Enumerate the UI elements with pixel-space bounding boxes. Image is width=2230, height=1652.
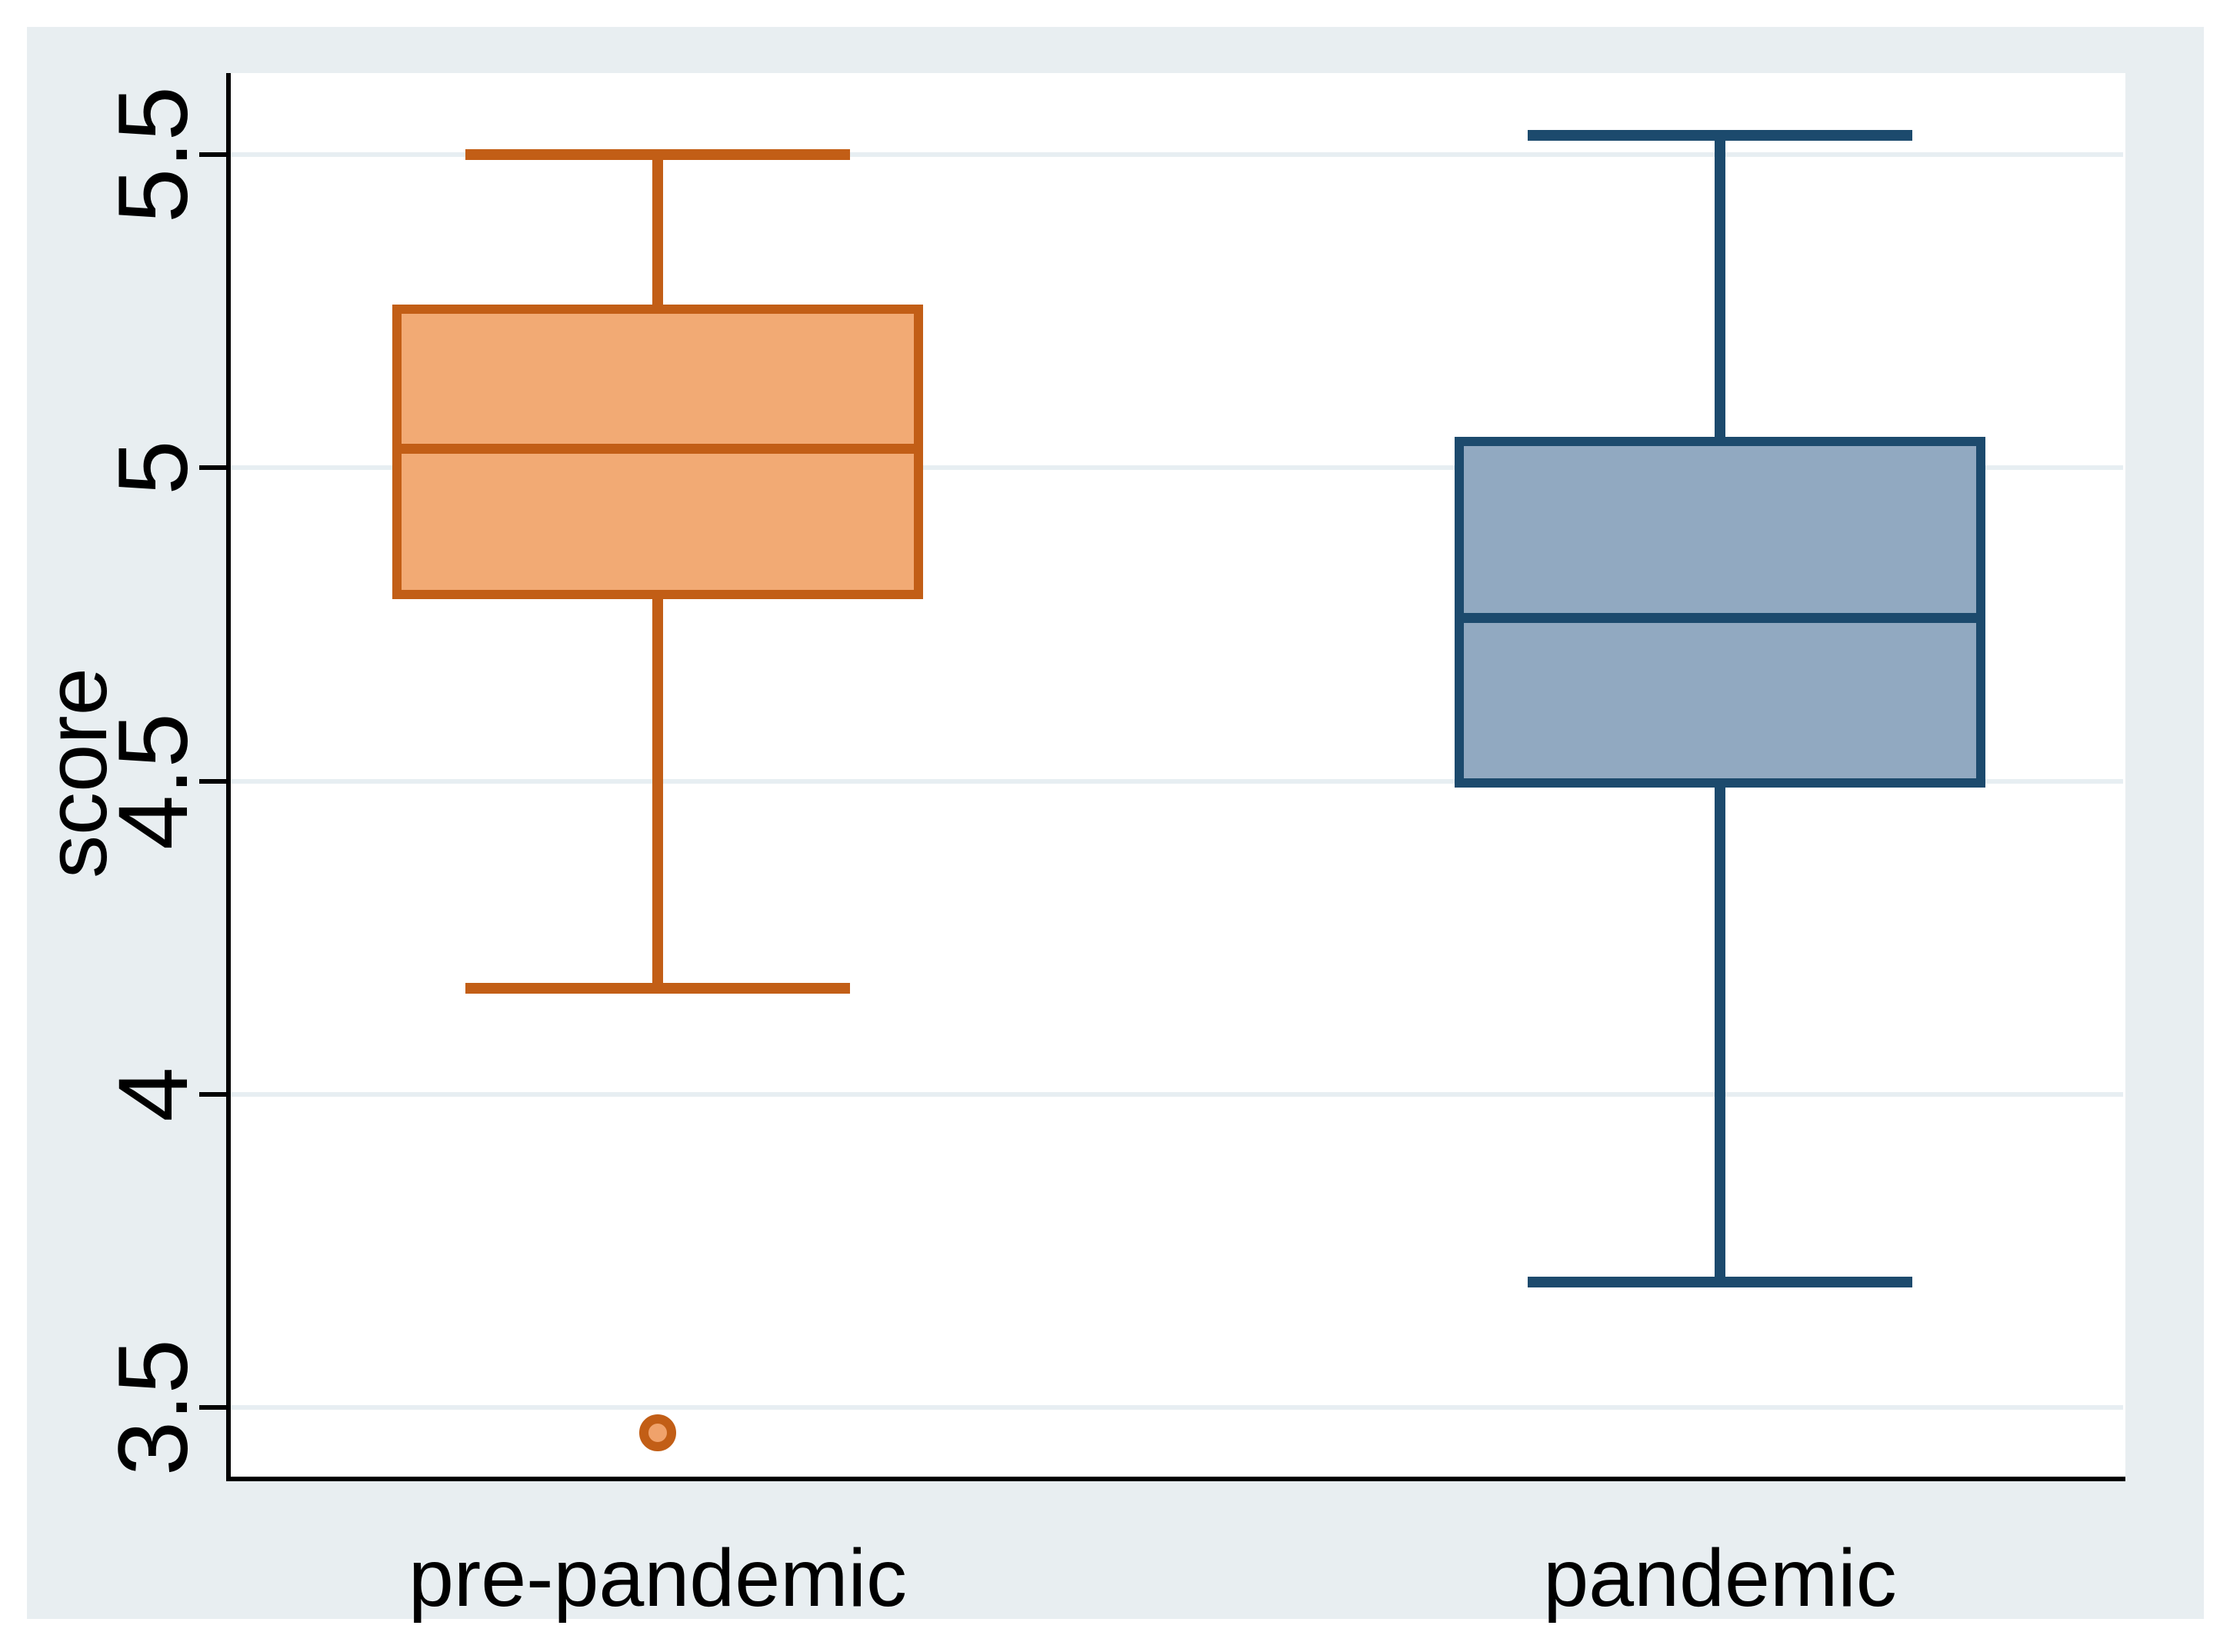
y-axis-tick-4.5 — [199, 778, 226, 784]
outlier-marker-0-pre-pandemic — [639, 1414, 676, 1451]
y-axis-tick-3.5 — [199, 1405, 226, 1411]
y-axis-tick-label-4: 4 — [98, 1067, 208, 1122]
lower-whisker-stem-pre-pandemic — [652, 599, 663, 988]
upper-whisker-stem-pandemic — [1715, 135, 1725, 437]
lower-whisker-cap-pandemic — [1528, 1277, 1912, 1288]
x-axis-label-pandemic: pandemic — [1543, 1533, 1897, 1624]
gridline-y-5 — [231, 465, 2123, 471]
median-line-pre-pandemic — [392, 444, 923, 455]
iqr-box-pandemic — [1455, 436, 1985, 788]
y-axis-tick-5 — [199, 465, 226, 471]
gridline-y-5.5 — [231, 152, 2123, 157]
y-axis-tick-5.5 — [199, 152, 226, 157]
gridline-y-4.5 — [231, 778, 2123, 784]
y-axis-tick-4 — [199, 1092, 226, 1097]
x-axis-line — [226, 1477, 2125, 1481]
median-line-pandemic — [1455, 613, 1985, 624]
lower-whisker-cap-pre-pandemic — [465, 982, 850, 994]
x-axis-label-pre-pandemic: pre-pandemic — [408, 1533, 908, 1624]
y-axis-line — [226, 73, 231, 1481]
y-axis-title: score — [28, 668, 125, 878]
upper-whisker-cap-pandemic — [1528, 130, 1912, 142]
y-axis-tick-label-5: 5 — [98, 440, 208, 495]
lower-whisker-stem-pandemic — [1715, 787, 1725, 1283]
gridline-y-3.5 — [231, 1405, 2123, 1411]
y-axis-tick-label-3.5: 3.5 — [98, 1339, 208, 1477]
upper-whisker-stem-pre-pandemic — [652, 154, 663, 305]
upper-whisker-cap-pre-pandemic — [465, 148, 850, 160]
y-axis-tick-label-5.5: 5.5 — [98, 85, 208, 223]
gridline-y-4 — [231, 1092, 2123, 1097]
